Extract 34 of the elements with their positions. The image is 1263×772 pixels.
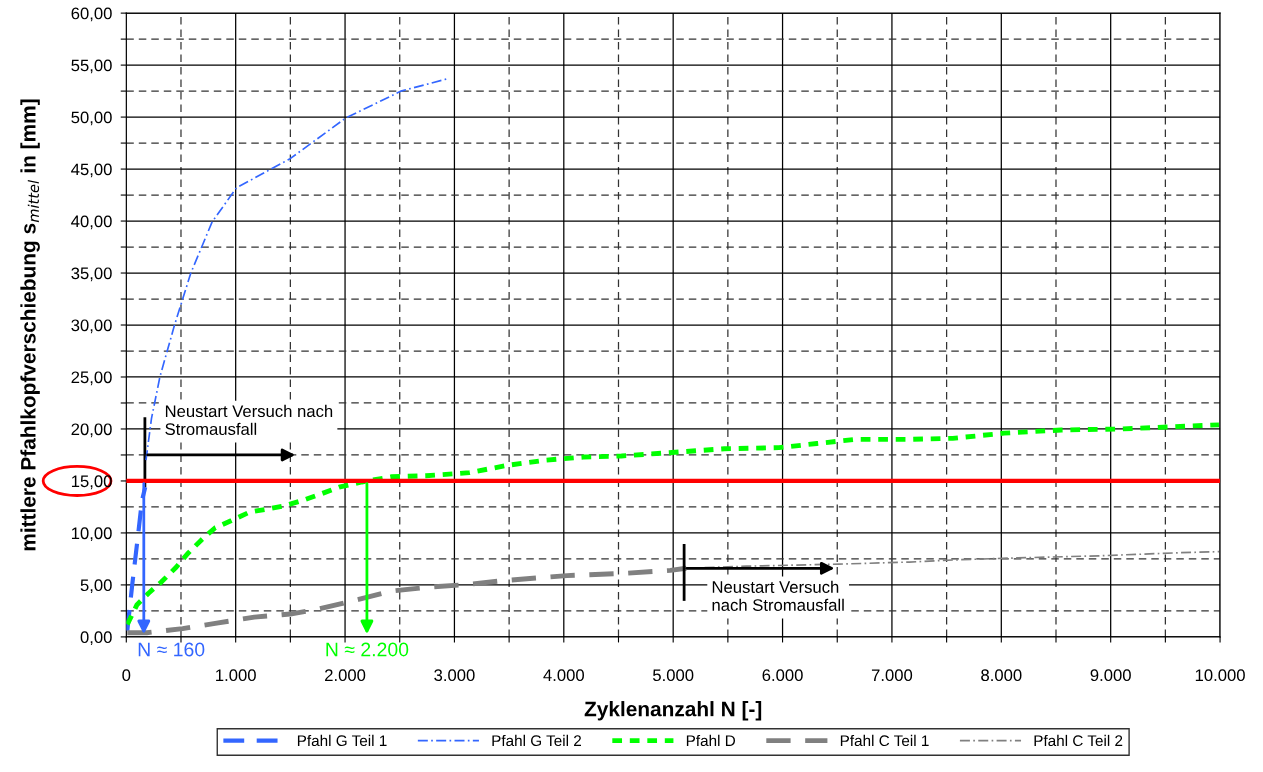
y-tick-label: 25,00 (71, 371, 112, 386)
legend-label: Pfahl G Teil 1 (297, 734, 387, 747)
y-tick-label: 40,00 (71, 215, 112, 230)
legend-label: Pfahl D (686, 734, 736, 747)
x-tick-label: 3.000 (434, 669, 475, 682)
legend-label: Pfahl C Teil 1 (840, 734, 929, 747)
x-tick-label: 5.000 (652, 669, 694, 682)
legend-label: Pfahl G Teil 2 (492, 734, 581, 747)
x-tick-label: 10.000 (1195, 669, 1245, 682)
y-tick-label: 0,00 (80, 631, 112, 646)
y-tick-label: 50,00 (71, 111, 112, 126)
x-tick-label: 7.000 (871, 669, 913, 682)
y-tick-label: 20,00 (71, 423, 112, 438)
x-tick-label: 2.000 (325, 669, 366, 682)
x-axis-title: Zyklenanzahl N [-] (584, 701, 762, 721)
x-tick-label: 6.000 (762, 669, 803, 682)
x-tick-label: 4.000 (543, 669, 585, 682)
y-tick-label: 5,00 (80, 579, 112, 594)
annotation: N ≈ 160 (138, 642, 205, 657)
y-tick-label: 35,00 (71, 267, 112, 282)
legend-label: Pfahl C Teil 2 (1034, 734, 1123, 747)
x-tick-label: 9.000 (1090, 669, 1131, 682)
y-tick-label: 30,00 (71, 319, 112, 334)
y-tick-label: 10,00 (71, 527, 112, 542)
x-tick-label: 0 (122, 669, 131, 682)
annotation: Neustart Versuch nach Stromausfall (165, 404, 333, 436)
x-tick-label: 8.000 (981, 669, 1022, 682)
y-tick-label: 45,00 (71, 163, 112, 178)
annotation: N ≈ 2.200 (326, 642, 409, 657)
y-tick-label: 60,00 (71, 7, 112, 22)
x-tick-label: 1.000 (216, 669, 256, 682)
y-axis-title: mittlere Pfahlkopfverschiebung s$_{mittel}$ in [mm] (20, 99, 40, 551)
annotation: Neustart Versuch nach Stromausfall (712, 580, 844, 611)
y-tick-label: 55,00 (71, 59, 112, 74)
